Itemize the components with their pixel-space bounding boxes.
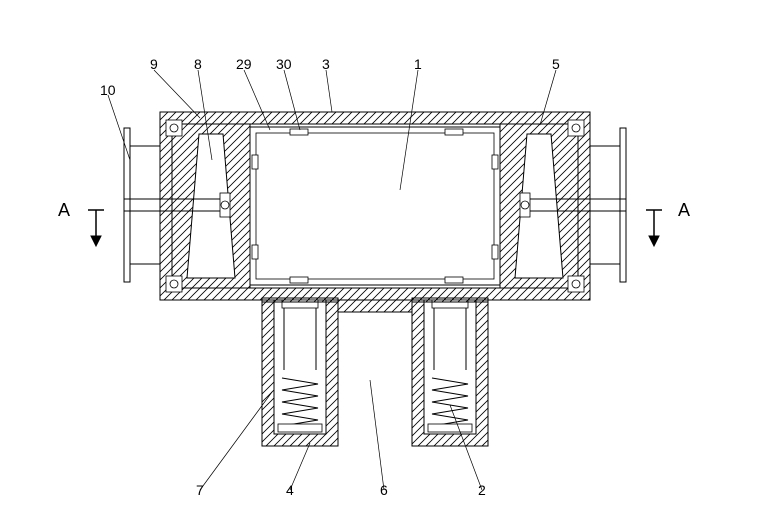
callout-4: 4 bbox=[286, 482, 294, 498]
callout-30: 30 bbox=[276, 56, 292, 72]
callout-3: 3 bbox=[322, 56, 330, 72]
section-mark-right: A bbox=[678, 200, 690, 221]
callout-7: 7 bbox=[196, 482, 204, 498]
callout-9: 9 bbox=[150, 56, 158, 72]
section-mark-left: A bbox=[58, 200, 70, 221]
callout-10: 10 bbox=[100, 82, 116, 98]
callout-6: 6 bbox=[380, 482, 388, 498]
diagram-canvas: 9 8 29 30 3 1 5 10 7 4 6 2 A A bbox=[0, 0, 767, 524]
callout-1: 1 bbox=[414, 56, 422, 72]
callout-8: 8 bbox=[194, 56, 202, 72]
callout-2: 2 bbox=[478, 482, 486, 498]
callout-29: 29 bbox=[236, 56, 252, 72]
callout-5: 5 bbox=[552, 56, 560, 72]
diagram-svg bbox=[0, 0, 767, 524]
